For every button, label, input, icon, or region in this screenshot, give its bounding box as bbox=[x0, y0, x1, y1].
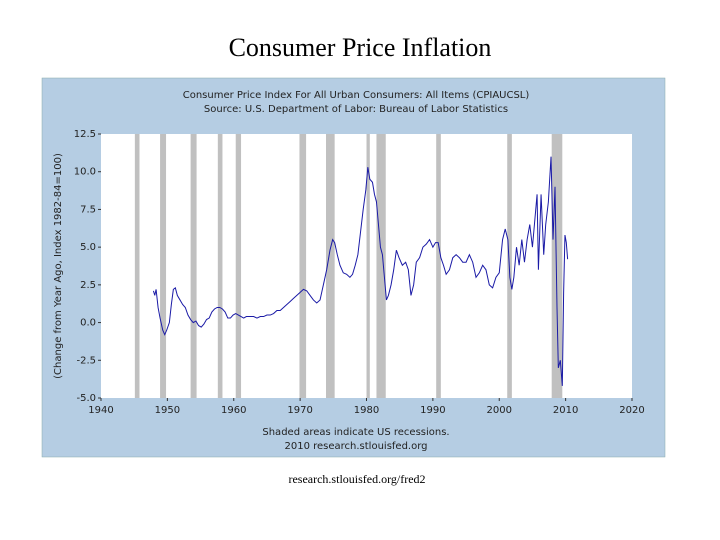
recession-band bbox=[436, 134, 441, 398]
chart-title: Consumer Price Index For All Urban Consu… bbox=[183, 90, 530, 101]
x-tick-label: 2000 bbox=[487, 405, 512, 416]
recession-band bbox=[160, 134, 167, 398]
x-tick-label: 1990 bbox=[420, 405, 445, 416]
y-tick-label: 2.5 bbox=[80, 280, 96, 291]
x-tick-label: 1980 bbox=[354, 405, 379, 416]
x-tick-label: 1940 bbox=[88, 405, 113, 416]
x-tick-label: 1970 bbox=[287, 405, 312, 416]
y-tick-label: 12.5 bbox=[74, 129, 96, 140]
slide-title: Consumer Price Inflation bbox=[229, 33, 492, 62]
recession-note: Shaded areas indicate US recessions. bbox=[262, 427, 449, 438]
y-tick-label: 5.0 bbox=[80, 242, 96, 253]
y-axis-label: (Change from Year Ago, Index 1982-84=100… bbox=[53, 153, 64, 379]
x-tick-label: 1960 bbox=[221, 405, 246, 416]
recession-band bbox=[366, 134, 370, 398]
recession-band bbox=[235, 134, 242, 398]
recession-band bbox=[217, 134, 223, 398]
recession-band bbox=[376, 134, 386, 398]
y-tick-label: -2.5 bbox=[76, 355, 96, 366]
chart-subtitle: Source: U.S. Department of Labor: Bureau… bbox=[204, 104, 508, 115]
y-tick-label: 10.0 bbox=[74, 167, 96, 178]
x-tick-label: 1950 bbox=[155, 405, 180, 416]
slide-footer: research.stlouisfed.org/fred2 bbox=[288, 472, 425, 486]
recession-band bbox=[190, 134, 197, 398]
recession-band bbox=[326, 134, 335, 398]
y-tick-label: 0.0 bbox=[80, 318, 96, 329]
recession-band bbox=[134, 134, 140, 398]
recession-band bbox=[299, 134, 307, 398]
recession-band bbox=[551, 134, 563, 398]
y-tick-label: -5.0 bbox=[76, 393, 96, 404]
data-line bbox=[152, 156, 569, 386]
y-tick-label: 7.5 bbox=[80, 204, 96, 215]
x-tick-label: 2020 bbox=[619, 405, 644, 416]
chart-credit: 2010 research.stlouisfed.org bbox=[284, 441, 427, 452]
x-tick-label: 2010 bbox=[553, 405, 578, 416]
